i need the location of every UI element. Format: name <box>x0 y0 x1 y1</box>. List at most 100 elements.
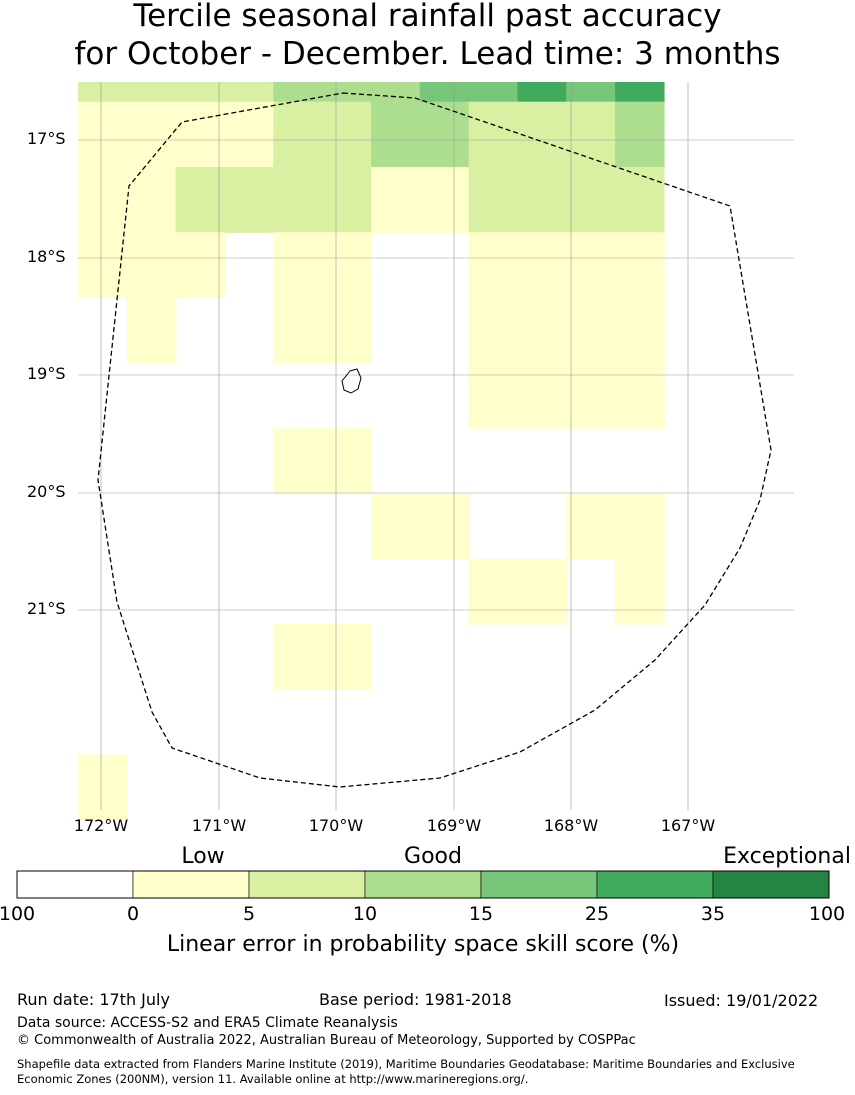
colorbar-tick: 10 <box>352 903 378 925</box>
grid-cell <box>78 754 128 821</box>
graticule <box>78 82 794 810</box>
run-date: Run date: 17th July <box>17 990 170 1009</box>
grid-cell <box>615 297 665 364</box>
grid-cell <box>175 82 226 103</box>
lon-label-167w: 167°W <box>660 816 716 835</box>
grid-cell <box>566 166 616 233</box>
lat-label-18s: 18°S <box>27 247 66 266</box>
grid-cell <box>370 493 421 560</box>
grid-cell <box>566 82 616 103</box>
grid-cell <box>175 101 226 168</box>
grid-cell <box>273 166 323 233</box>
data-source: Data source: ACCESS-S2 and ERA5 Climate … <box>17 1015 398 1031</box>
grid-cell <box>322 82 372 103</box>
grid-cell <box>566 493 616 560</box>
grid-cell <box>224 101 274 168</box>
grid-cell <box>615 101 665 168</box>
grid-cell <box>370 82 421 103</box>
lat-label-21s: 21°S <box>27 599 66 618</box>
grid-cell <box>126 232 177 299</box>
grid-cell <box>175 166 226 233</box>
grid-cell <box>517 82 567 103</box>
lon-label-172w: 172°W <box>73 816 129 835</box>
grid-cell <box>566 101 616 168</box>
shapefile-credit-line-1: Shapefile data extracted from Flanders M… <box>17 1057 795 1071</box>
grid-cell <box>370 166 421 233</box>
colorbar-category-good: Good <box>404 844 462 869</box>
map-title-line-1: Tercile seasonal rainfall past accuracy <box>133 0 722 34</box>
grid-cell <box>126 166 177 233</box>
skill-score-grid <box>78 82 665 821</box>
grid-cell <box>322 101 372 168</box>
issued-date: Issued: 19/01/2022 <box>664 991 819 1010</box>
grid-cell <box>224 166 274 233</box>
grid-cell <box>419 493 470 560</box>
copyright: © Commonwealth of Australia 2022, Austra… <box>17 1033 636 1048</box>
map-title-line-2: for October - December. Lead time: 3 mon… <box>74 36 781 72</box>
colorbar-segment <box>364 870 482 899</box>
grid-cell <box>175 232 226 299</box>
colorbar-tick: 100 <box>0 903 36 925</box>
grid-cell <box>322 232 372 299</box>
grid-cell <box>273 428 323 494</box>
grid-cell <box>419 166 470 233</box>
grid-cell <box>322 166 372 233</box>
grid-cell <box>273 82 323 103</box>
grid-cell <box>615 493 665 560</box>
grid-cell <box>468 232 519 299</box>
grid-cell <box>78 232 128 299</box>
grid-cell <box>517 297 567 364</box>
colorbar-category-low: Low <box>181 844 225 869</box>
grid-cell <box>126 101 177 168</box>
lon-label-170w: 170°W <box>308 816 364 835</box>
colorbar-tick: 15 <box>468 903 494 925</box>
grid-cell <box>615 558 665 625</box>
grid-cell <box>273 232 323 299</box>
lat-label-19s: 19°S <box>27 364 66 383</box>
grid-cell <box>615 232 665 299</box>
grid-cell <box>126 82 177 103</box>
grid-cell <box>78 101 128 168</box>
grid-cell <box>273 297 323 364</box>
lat-label-17s: 17°S <box>27 129 66 148</box>
island-outline <box>341 368 362 394</box>
colorbar-segment <box>248 870 366 899</box>
lon-label-171w: 171°W <box>191 816 247 835</box>
grid-cell <box>615 82 665 103</box>
grid-cell <box>468 362 519 429</box>
lon-label-168w: 168°W <box>543 816 599 835</box>
grid-cell <box>566 297 616 364</box>
grid-cell <box>615 362 665 429</box>
colorbar-segment <box>132 870 250 899</box>
shapefile-credit-line-2: Economic Zones (200NM), version 11. Avai… <box>17 1072 529 1086</box>
grid-cell <box>273 101 323 168</box>
colorbar-frame <box>16 870 830 899</box>
grid-cell <box>566 362 616 429</box>
lon-label-169w: 169°W <box>426 816 482 835</box>
colorbar-tick: 100 <box>808 903 846 925</box>
grid-cell <box>273 623 323 690</box>
grid-cell <box>370 101 421 168</box>
grid-cell <box>566 232 616 299</box>
colorbar-segment <box>16 870 134 899</box>
grid-cell <box>322 297 372 364</box>
grid-cell <box>468 297 519 364</box>
grid-cell <box>78 166 128 233</box>
grid-cell <box>468 82 519 103</box>
base-period: Base period: 1981-2018 <box>319 990 512 1009</box>
grid-cell <box>322 623 372 690</box>
grid-cell <box>468 166 519 233</box>
colorbar-tick: 35 <box>700 903 726 925</box>
colorbar-tick: 5 <box>242 903 256 925</box>
grid-cell <box>468 101 519 168</box>
grid-cell <box>322 428 372 494</box>
grid-cell <box>517 232 567 299</box>
colorbar-tick: 0 <box>126 903 140 925</box>
grid-cell <box>517 166 567 233</box>
colorbar-tick: 25 <box>584 903 610 925</box>
grid-cell <box>517 558 567 625</box>
grid-cell <box>78 82 128 103</box>
colorbar-segment <box>480 870 598 899</box>
grid-cell <box>517 362 567 429</box>
